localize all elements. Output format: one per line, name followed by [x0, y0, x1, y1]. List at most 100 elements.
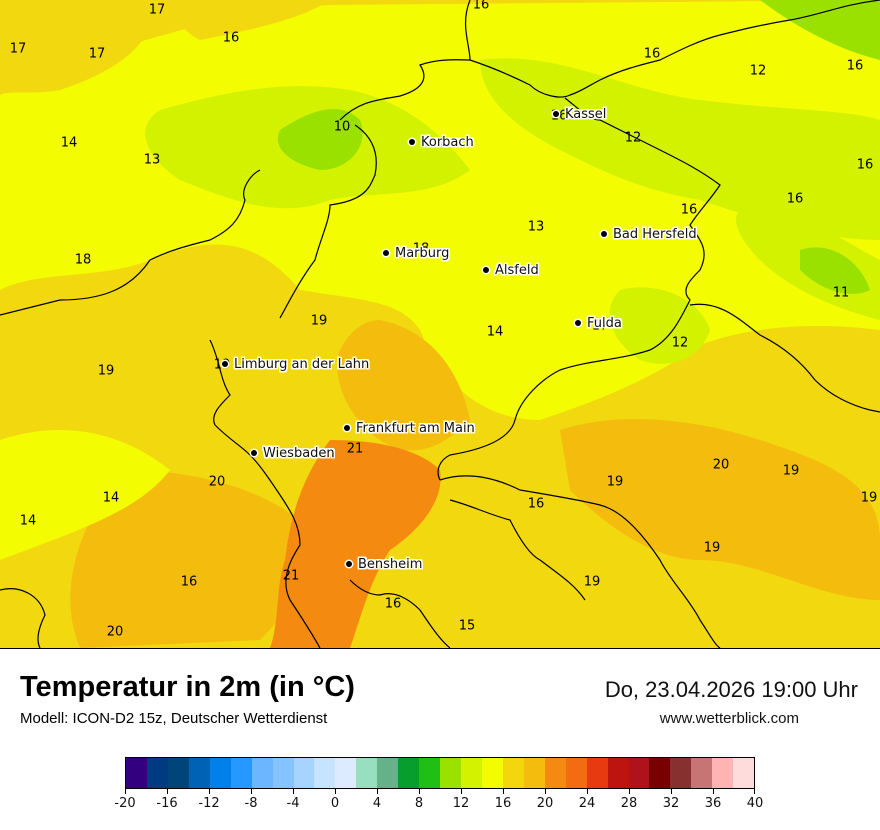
colorbar-segment — [126, 758, 147, 788]
colorbar-segment — [188, 758, 210, 788]
map-title: Temperatur in 2m (in °C) — [20, 671, 355, 703]
colorbar-tick-label: 24 — [578, 796, 596, 811]
city-dot-icon — [251, 449, 257, 456]
map-footer: Temperatur in 2m (in °C) Modell: ICON-D2… — [0, 649, 880, 830]
colorbar-tick-label: 40 — [746, 796, 764, 811]
colorbar-segment — [293, 758, 315, 788]
city-name: Bad Hersfeld — [613, 227, 697, 242]
colorbar-tick — [629, 789, 630, 794]
colorbar-segment — [272, 758, 294, 788]
temperature-value: 18 — [412, 241, 430, 257]
colorbar-tick — [251, 789, 252, 794]
temperature-value: 17 — [88, 46, 106, 62]
colorbar-tick-label: 8 — [414, 796, 424, 811]
city-name: Bensheim — [358, 557, 423, 572]
city-name: Frankfurt am Main — [356, 421, 475, 436]
colorbar-tick-label: 20 — [536, 796, 554, 811]
colorbar-segment — [712, 758, 734, 788]
temperature-value: 20 — [208, 474, 226, 490]
colorbar-segment — [146, 758, 168, 788]
temperature-value: 13 — [143, 152, 161, 168]
temperature-value: 18 — [74, 252, 92, 268]
colorbar-tick-label: 28 — [620, 796, 638, 811]
city-dot-icon — [601, 230, 607, 237]
city-label: Fulda — [575, 317, 622, 330]
temperature-value: 17 — [591, 318, 609, 334]
colorbar-segment — [523, 758, 545, 788]
colorbar-tick — [377, 789, 378, 794]
colorbar-tick — [754, 789, 755, 794]
temperature-value: 16 — [472, 0, 490, 13]
city-dot-icon — [344, 424, 350, 431]
colorbar-segment — [398, 758, 420, 788]
temperature-value: 19 — [703, 540, 721, 556]
colorbar-segment — [544, 758, 566, 788]
temperature-value: 19 — [97, 363, 115, 379]
colorbar-segment — [440, 758, 461, 788]
colorbar-tick — [335, 789, 336, 794]
colorbar-tick — [671, 789, 672, 794]
city-label: Bensheim — [346, 558, 422, 571]
temperature-value: 14 — [19, 513, 37, 529]
colorbar-segment — [586, 758, 608, 788]
city-label: Alsfeld — [483, 264, 539, 277]
colorbar-tick — [125, 789, 126, 794]
temperature-value: 10 — [333, 119, 351, 135]
temperature-value: 17 — [148, 2, 166, 18]
colorbar-segment — [314, 758, 336, 788]
colorbar-tick-label: 36 — [704, 796, 722, 811]
temperature-map: 17 16 17 17 16 16 12 16 14 13 10 16 12 16 16 16 13 18 18 11… — [0, 0, 880, 649]
colorbar-tick — [461, 789, 462, 794]
colorbar-tick — [293, 789, 294, 794]
city-label: Kassel — [553, 108, 606, 121]
city-dot-icon — [409, 138, 415, 145]
temperature-value: 14 — [102, 490, 120, 506]
temperature-field — [0, 0, 880, 648]
colorbar-tick-label: 0 — [330, 796, 340, 811]
temperature-value: 19 — [310, 313, 328, 329]
website-link[interactable]: www.wetterblick.com — [659, 710, 799, 727]
temperature-value: 19 — [782, 463, 800, 479]
city-label: Korbach — [409, 136, 474, 149]
temperature-value: 14 — [486, 324, 504, 340]
city-dot-icon — [553, 110, 559, 117]
city-label: Wiesbaden — [251, 447, 335, 460]
city-label: Limburg an der Lahn — [222, 358, 369, 371]
colorbar-segment — [628, 758, 650, 788]
colorbar-segment — [461, 758, 482, 788]
colorbar-segment — [607, 758, 629, 788]
colorbar-tick — [545, 789, 546, 794]
city-name: Wiesbaden — [263, 446, 335, 461]
temperature-value: 16 — [856, 157, 874, 173]
colorbar-segment — [733, 758, 755, 788]
temperature-value: 12 — [624, 130, 642, 146]
city-label: Bad Hersfeld — [601, 228, 697, 241]
colorbar-segment — [167, 758, 189, 788]
temperature-value: 17 — [9, 41, 27, 57]
temperature-value: 21 — [346, 441, 364, 457]
colorbar-tick-label: 12 — [452, 796, 470, 811]
colorbar-ticks: -20 -16 -12 -8 -4 0 4 8 12 16 20 24 28 32 36 40 — [114, 789, 763, 819]
temperature-colorbar — [125, 757, 755, 789]
colorbar-segment — [670, 758, 692, 788]
forecast-datetime: Do, 23.04.2026 19:00 Uhr — [604, 677, 858, 702]
temperature-value: 16 — [680, 202, 698, 218]
colorbar-tick-label: -12 — [198, 796, 220, 811]
city-name: Alsfeld — [495, 263, 539, 278]
colorbar-segment — [377, 758, 399, 788]
temperature-value: 16 — [384, 596, 402, 612]
temperature-value: 16 — [846, 58, 864, 74]
city-dot-icon — [383, 249, 389, 256]
colorbar-tick-label: -16 — [156, 796, 178, 811]
city-name: Korbach — [421, 135, 474, 150]
temperature-value: 13 — [527, 219, 545, 235]
colorbar-segment — [419, 758, 441, 788]
colorbar-segment — [691, 758, 713, 788]
city-name: Limburg an der Lahn — [234, 357, 370, 372]
colorbar-segment — [481, 758, 503, 788]
colorbar-segment — [230, 758, 252, 788]
colorbar-tick — [503, 789, 504, 794]
temperature-value: 19 — [606, 474, 624, 490]
temperature-value: 12 — [671, 335, 689, 351]
colorbar-segment — [251, 758, 273, 788]
